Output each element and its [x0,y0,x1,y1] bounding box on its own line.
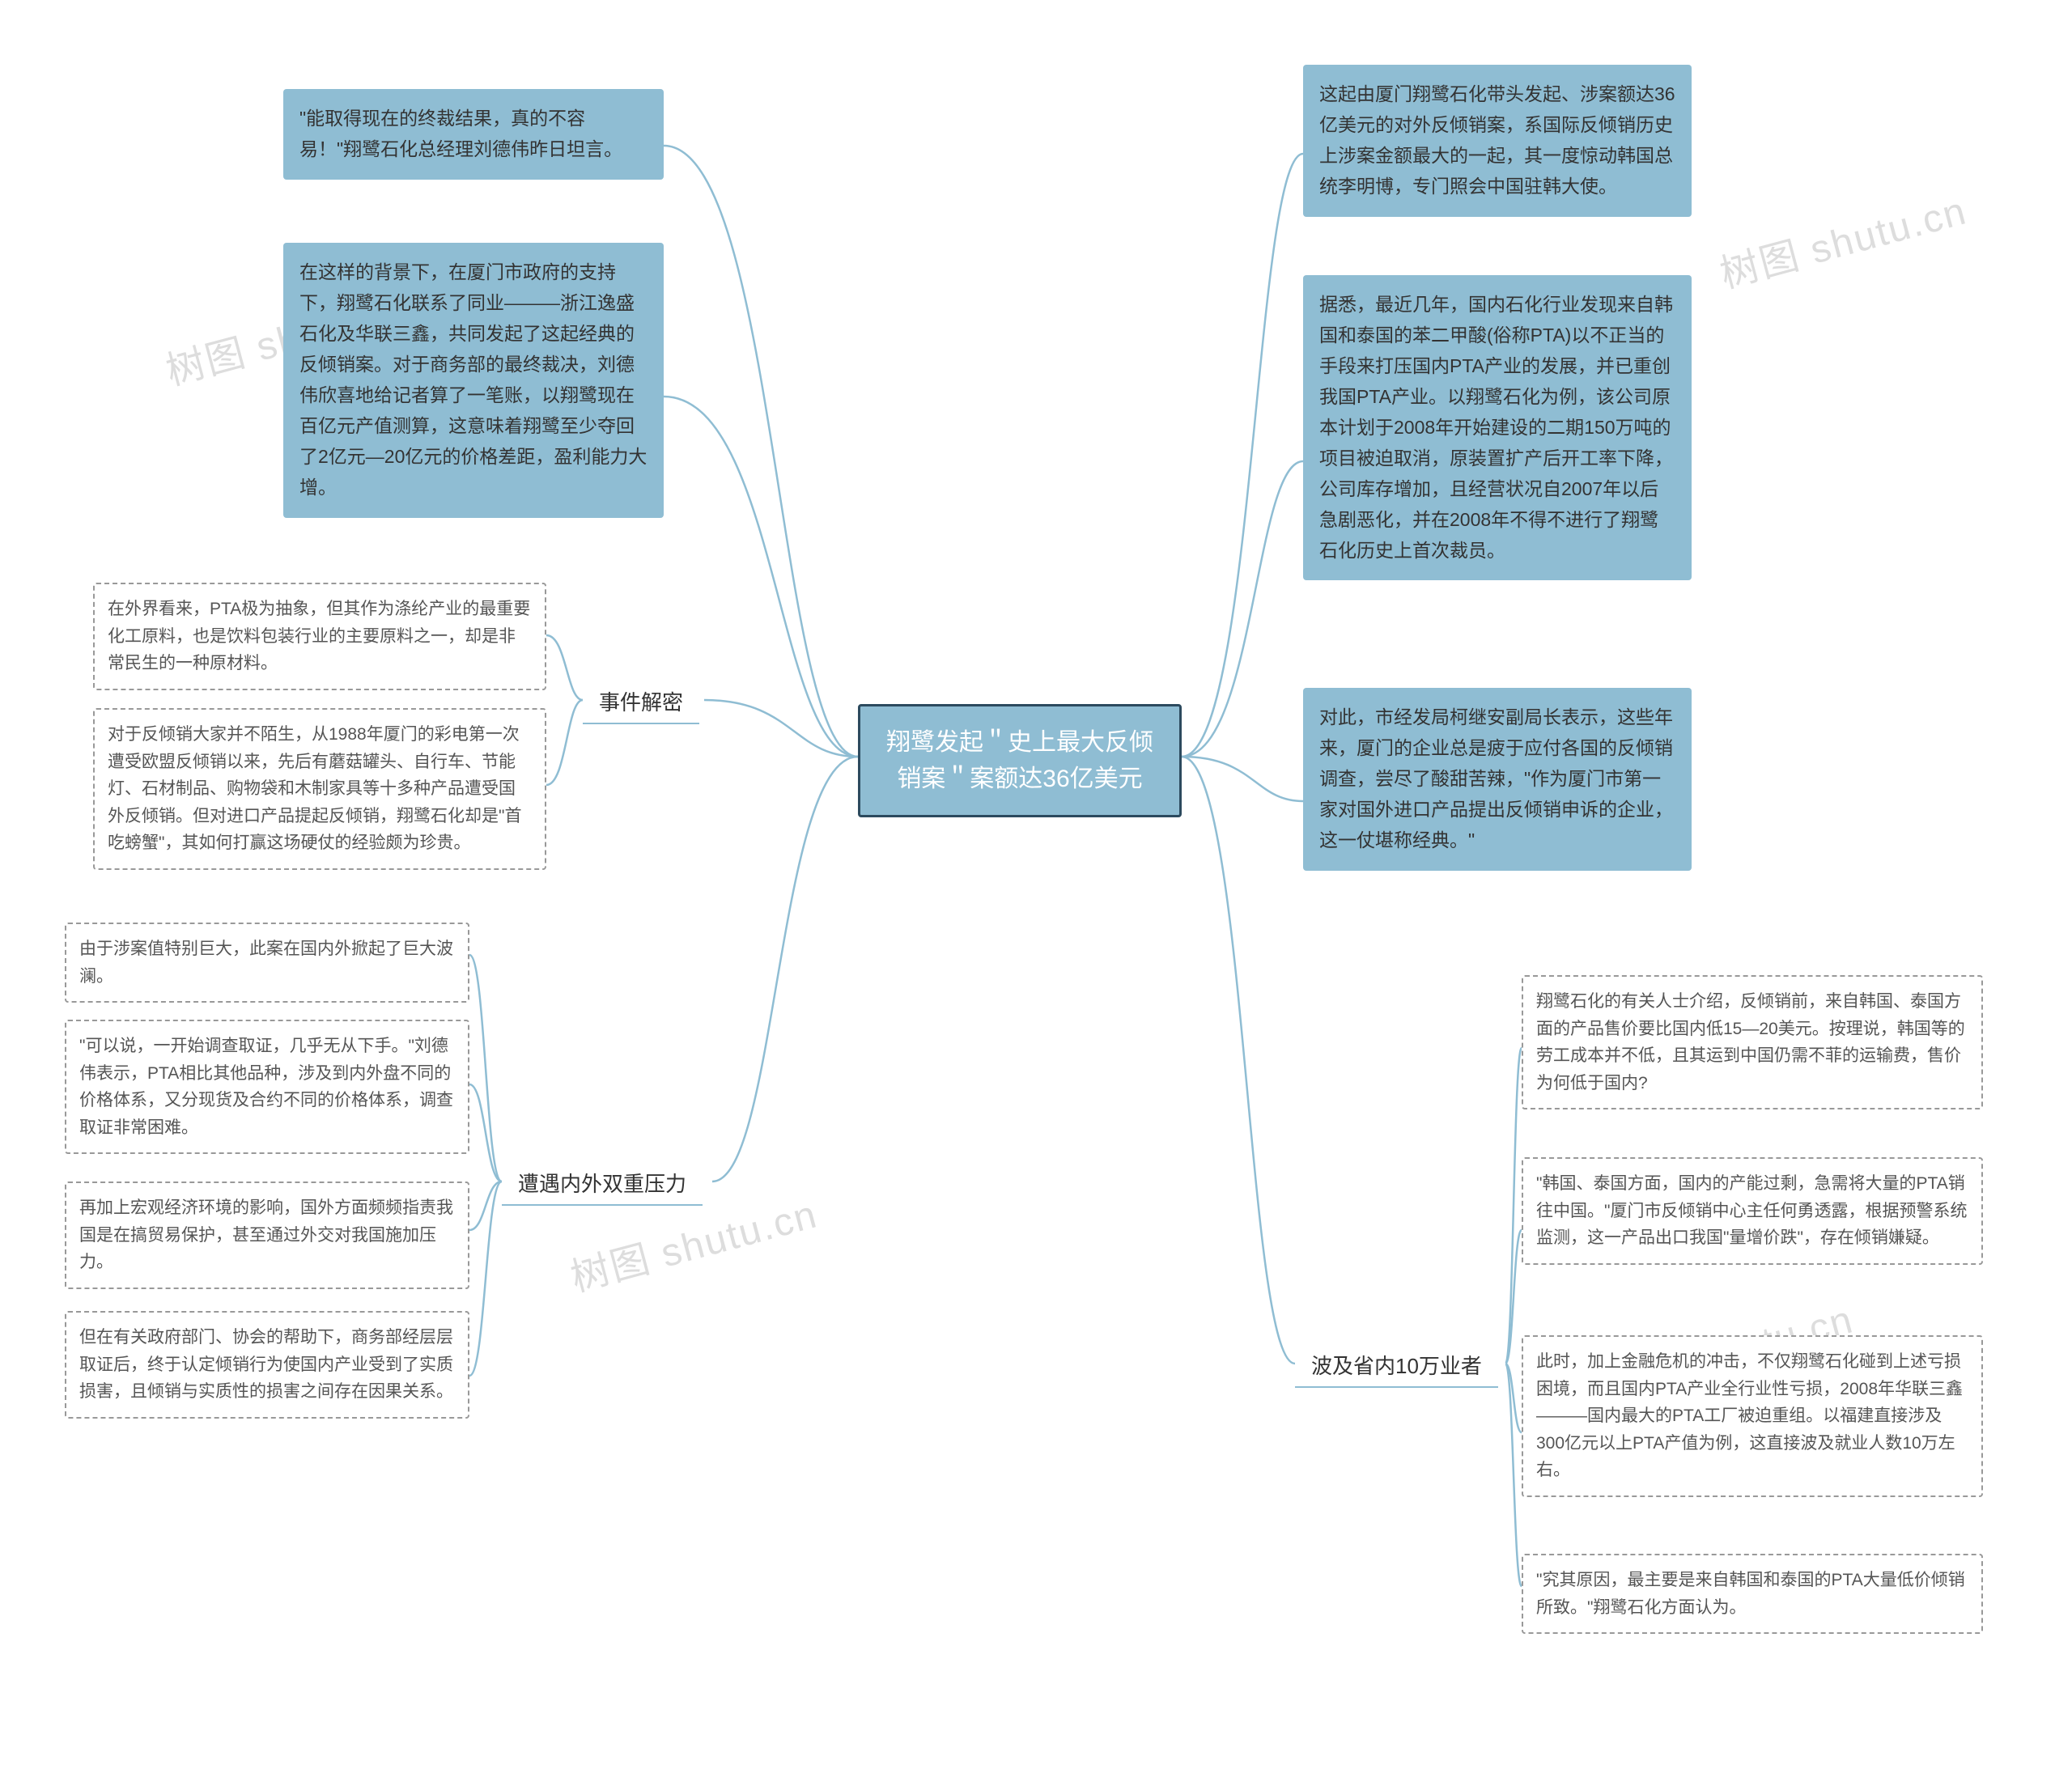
central-topic[interactable]: 翔鹭发起＂史上最大反倾销案＂案额达36亿美元 [858,704,1182,817]
leaf-node[interactable]: "韩国、泰国方面，国内的产能过剩，急需将大量的PTA销往中国。"厦门市反倾销中心… [1522,1157,1983,1265]
leaf-node[interactable]: 对于反倾销大家并不陌生，从1988年厦门的彩电第一次遭受欧盟反倾销以来，先后有蘑… [93,708,546,870]
leaf-node[interactable]: 由于涉案值特别巨大，此案在国内外掀起了巨大波澜。 [65,923,469,1003]
leaf-node[interactable]: 这起由厦门翔鹭石化带头发起、涉案额达36亿美元的对外反倾销案，系国际反倾销历史上… [1303,65,1692,217]
leaf-node[interactable]: 但在有关政府部门、协会的帮助下，商务部经层层取证后，终于认定倾销行为使国内产业受… [65,1311,469,1419]
branch-label-case-decrypt[interactable]: 事件解密 [583,680,699,723]
leaf-node[interactable]: 此时，加上金融危机的冲击，不仅翔鹭石化碰到上述亏损困境，而且国内PTA产业全行业… [1522,1335,1983,1497]
leaf-node[interactable]: 翔鹭石化的有关人士介绍，反倾销前，来自韩国、泰国方面的产品售价要比国内低15—2… [1522,975,1983,1109]
leaf-node[interactable]: 据悉，最近几年，国内石化行业发现来自韩国和泰国的苯二甲酸(俗称PTA)以不正当的… [1303,275,1692,580]
leaf-node[interactable]: 再加上宏观经济环境的影响，国外方面频频指责我国是在搞贸易保护，甚至通过外交对我国… [65,1181,469,1289]
leaf-node[interactable]: "可以说，一开始调查取证，几乎无从下手。"刘德伟表示，PTA相比其他品种，涉及到… [65,1020,469,1154]
branch-label-affect-100k[interactable]: 波及省内10万业者 [1295,1343,1498,1386]
leaf-node[interactable]: 对此，市经发局柯继安副局长表示，这些年来，厦门的企业总是疲于应付各国的反倾销调查… [1303,688,1692,871]
leaf-node[interactable]: "能取得现在的终裁结果，真的不容易！"翔鹭石化总经理刘德伟昨日坦言。 [283,89,664,180]
leaf-node[interactable]: 在外界看来，PTA极为抽象，但其作为涤纶产业的最重要化工原料，也是饮料包装行业的… [93,583,546,690]
branch-label-double-pressure[interactable]: 遭遇内外双重压力 [502,1161,703,1204]
leaf-node[interactable]: 在这样的背景下，在厦门市政府的支持下，翔鹭石化联系了同业———浙江逸盛石化及华联… [283,243,664,518]
watermark: 树图 shutu.cn [1713,179,1972,299]
leaf-node[interactable]: "究其原因，最主要是来自韩国和泰国的PTA大量低价倾销所致。"翔鹭石化方面认为。 [1522,1554,1983,1634]
